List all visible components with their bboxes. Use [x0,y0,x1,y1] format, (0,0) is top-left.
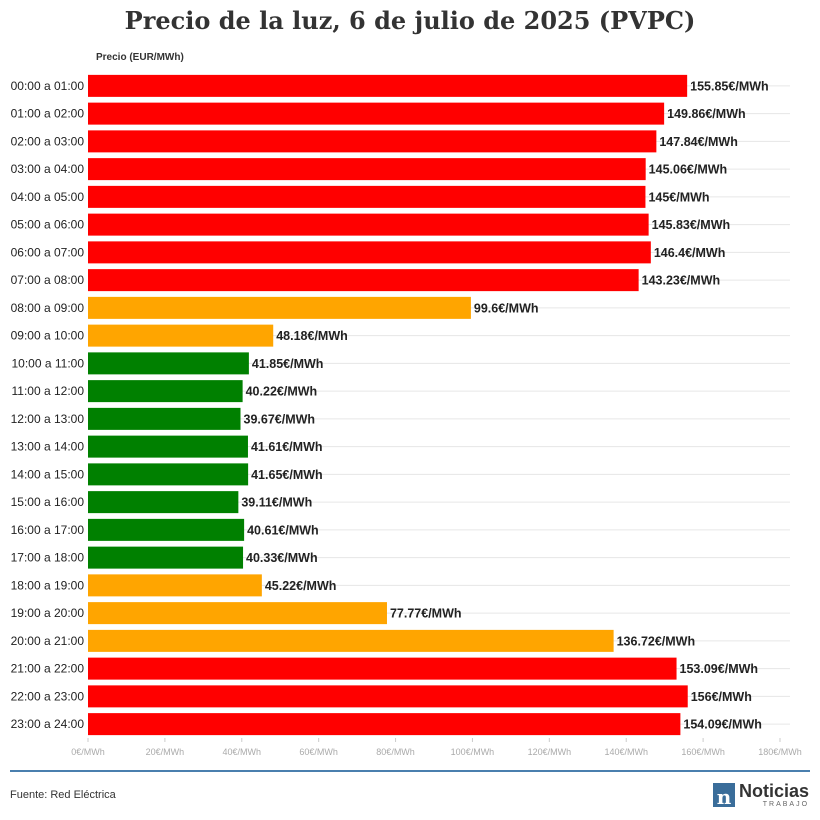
bar [88,491,239,514]
bar [88,546,244,569]
brand-logo: n Noticias TRABAJO [713,781,809,809]
bar [88,269,639,292]
value-label: 155.85€/MWh [690,79,769,93]
value-label: 39.11€/MWh [241,496,312,510]
bar [88,574,262,597]
bar [88,463,249,486]
value-label: 77.77€/MWh [390,607,462,621]
category-label: 22:00 a 23:00 [11,689,85,703]
category-label: 05:00 a 06:00 [11,218,85,232]
value-label: 41.65€/MWh [251,468,323,482]
bar [88,629,614,652]
category-label: 03:00 a 04:00 [11,162,85,176]
x-tick-label: 20€/MWh [146,747,185,757]
value-label: 145.06€/MWh [649,163,728,177]
bar [88,435,248,458]
category-label: 19:00 a 20:00 [11,606,85,620]
x-tick-label: 180€/MWh [758,747,802,757]
value-label: 136.72€/MWh [617,634,696,648]
value-label: 153.09€/MWh [680,662,759,676]
bar [88,657,677,680]
category-label: 20:00 a 21:00 [11,634,85,648]
x-tick-label: 100€/MWh [451,747,495,757]
value-label: 48.18€/MWh [276,329,348,343]
category-label: 07:00 a 08:00 [11,273,85,287]
value-label: 149.86€/MWh [667,107,746,121]
x-tick-label: 120€/MWh [528,747,572,757]
bar [88,296,471,319]
bar [88,602,387,625]
footer-rule [10,770,810,772]
value-label: 154.09€/MWh [683,718,762,732]
bar [88,241,651,264]
category-label: 17:00 a 18:00 [11,551,85,565]
category-label: 11:00 a 12:00 [11,384,84,398]
x-tick-label: 0€/MWh [71,747,105,757]
category-label: 18:00 a 19:00 [11,578,85,592]
category-label: 15:00 a 16:00 [11,495,85,509]
category-label: 04:00 a 05:00 [11,190,85,204]
bar [88,352,249,375]
bar [88,324,274,347]
category-label: 21:00 a 22:00 [11,662,85,676]
category-label: 12:00 a 13:00 [11,412,85,426]
x-tick-label: 80€/MWh [376,747,415,757]
category-label: 16:00 a 17:00 [11,523,85,537]
category-label: 10:00 a 11:00 [11,356,84,370]
bar [88,713,681,736]
category-label: 14:00 a 15:00 [11,467,85,481]
chart-title: Precio de la luz, 6 de julio de 2025 (PV… [124,6,696,35]
x-tick-label: 40€/MWh [223,747,262,757]
category-label: 09:00 a 10:00 [11,329,85,343]
value-label: 39.67€/MWh [244,412,316,426]
value-label: 146.4€/MWh [654,246,726,260]
bar [88,380,243,403]
category-label: 13:00 a 14:00 [11,440,85,454]
x-tick-label: 140€/MWh [604,747,648,757]
bar [88,518,245,541]
category-label: 01:00 a 02:00 [11,107,85,121]
value-label: 41.85€/MWh [252,357,324,371]
value-label: 99.6€/MWh [474,301,539,315]
x-tick-label: 160€/MWh [681,747,725,757]
y-axis-label: Precio (EUR/MWh) [96,52,184,63]
value-label: 156€/MWh [691,690,752,704]
brand-logo-subtitle: TRABAJO [762,801,810,808]
x-tick-label: 60€/MWh [299,747,338,757]
value-label: 143.23€/MWh [642,274,721,288]
bar [88,407,241,430]
bar [88,685,688,708]
value-label: 145.83€/MWh [652,218,731,232]
bar [88,213,649,236]
category-label: 00:00 a 01:00 [11,79,85,93]
source-note: Fuente: Red Eléctrica [10,789,116,801]
value-label: 40.61€/MWh [247,523,319,537]
value-label: 45.22€/MWh [265,579,337,593]
bar [88,74,688,97]
brand-logo-name: Noticias [739,781,810,801]
bar-chart: Precio (EUR/MWh) 00:00 a 01:00 155.85€/MW… [11,52,802,757]
bar [88,185,646,208]
value-label: 145€/MWh [648,190,709,204]
bar [88,102,665,125]
value-label: 40.22€/MWh [246,385,318,399]
category-label: 06:00 a 07:00 [11,245,85,259]
category-label: 23:00 a 24:00 [11,717,85,731]
category-label: 02:00 a 03:00 [11,134,85,148]
bar [88,130,657,153]
brand-logo-mark: n [713,783,735,807]
value-label: 147.84€/MWh [659,135,738,149]
value-label: 40.33€/MWh [246,551,318,565]
bar [88,158,646,181]
category-label: 08:00 a 09:00 [11,301,85,315]
value-label: 41.61€/MWh [251,440,323,454]
